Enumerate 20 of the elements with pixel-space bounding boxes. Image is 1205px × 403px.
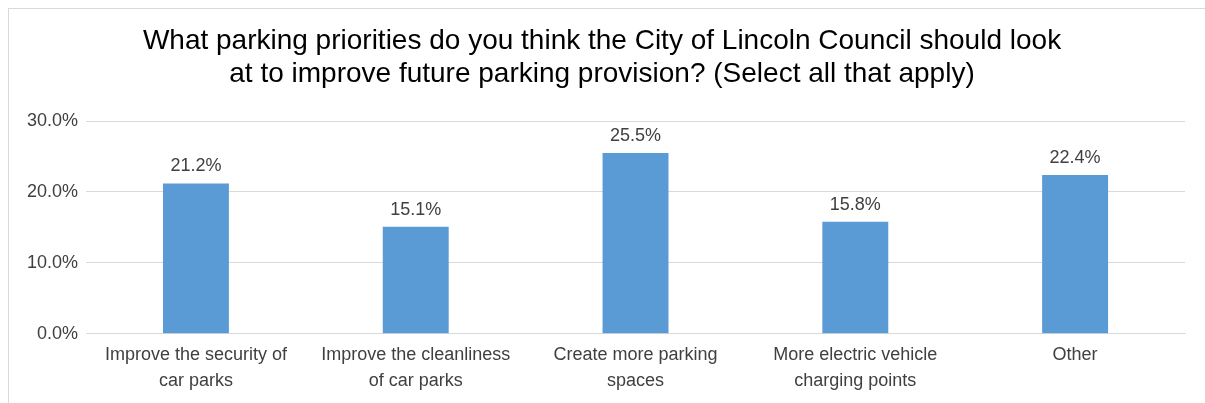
x-tick-label: Create more parking spaces	[553, 343, 718, 390]
bar	[1042, 174, 1109, 334]
y-tick-label: 20.0%	[26, 180, 79, 201]
y-tick-label: 0.0%	[37, 322, 79, 343]
data-label: 25.5%	[610, 124, 662, 145]
bar	[602, 152, 669, 334]
bar	[162, 183, 229, 334]
data-label: 15.1%	[390, 198, 442, 219]
bar	[382, 226, 449, 334]
bar	[822, 221, 889, 334]
x-tick-label: More electric vehicle charging points	[773, 343, 938, 390]
y-tick-label: 10.0%	[26, 251, 79, 272]
data-label: 22.4%	[1049, 146, 1101, 167]
x-tick-label: Improve the security of car parks	[104, 343, 288, 390]
y-tick-label: 30.0%	[26, 110, 79, 131]
chart-title: What parking priorities do you think the City of Lincoln Council should look at to improve future parking provision? (Select all that apply)	[142, 24, 1063, 89]
data-label: 21.2%	[170, 155, 222, 176]
x-tick-label: Improve the cleanliness of car parks	[321, 343, 511, 390]
x-tick-label: Other	[1052, 343, 1098, 364]
data-label: 15.8%	[829, 193, 881, 214]
